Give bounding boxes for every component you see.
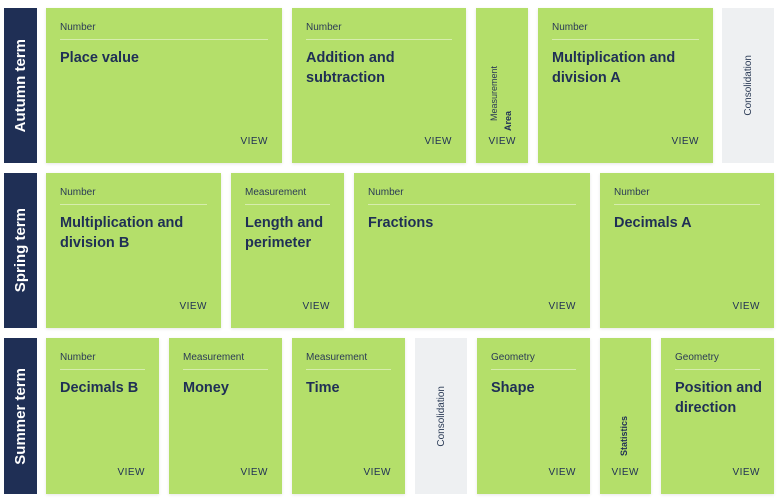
- block-category: Number: [60, 22, 268, 40]
- term-label-spring: Spring term: [4, 173, 37, 328]
- block-category: Measurement: [245, 187, 330, 205]
- block-card-statistics[interactable]: Statistics VIEW: [600, 338, 651, 494]
- block-category: Number: [614, 187, 760, 205]
- block-card-money[interactable]: Measurement Money VIEW: [169, 338, 282, 494]
- block-card-multiplication-division-b[interactable]: Number Multiplication and division B VIE…: [46, 173, 221, 328]
- block-title: Time: [306, 380, 340, 396]
- term-label-text: Autumn term: [12, 38, 29, 133]
- view-link[interactable]: VIEW: [488, 136, 516, 147]
- block-category: Geometry: [491, 352, 576, 370]
- block-category: Number: [306, 22, 452, 40]
- consolidation-block[interactable]: Consolidation: [415, 338, 467, 494]
- consolidation-label: Consolidation: [435, 385, 447, 447]
- view-link[interactable]: VIEW: [732, 301, 760, 312]
- block-title: Area: [503, 111, 513, 132]
- block-title: Decimals B: [60, 380, 139, 396]
- term-label-autumn: Autumn term: [4, 8, 37, 163]
- view-link[interactable]: VIEW: [671, 136, 699, 147]
- block-card-decimals-b[interactable]: Number Decimals B VIEW: [46, 338, 159, 494]
- consolidation-label: Consolidation: [742, 55, 754, 116]
- block-title: Fractions: [368, 215, 434, 231]
- view-link[interactable]: VIEW: [548, 467, 576, 478]
- term-label-summer: Summer term: [4, 338, 37, 494]
- block-category: Measurement: [306, 352, 391, 370]
- block-card-area[interactable]: Measurement Area VIEW: [476, 8, 528, 163]
- block-title: Decimals A: [614, 215, 692, 231]
- block-category: Measurement: [489, 66, 499, 122]
- term-label-text: Summer term: [12, 367, 29, 465]
- block-category: Measurement: [183, 352, 268, 370]
- block-title: Statistics: [619, 416, 629, 457]
- view-link[interactable]: VIEW: [548, 301, 576, 312]
- view-link[interactable]: VIEW: [363, 467, 391, 478]
- view-link[interactable]: VIEW: [240, 136, 268, 147]
- view-link[interactable]: VIEW: [117, 467, 145, 478]
- block-category: Number: [552, 22, 699, 40]
- view-link[interactable]: VIEW: [302, 301, 330, 312]
- block-category: Number: [60, 352, 145, 370]
- block-card-time[interactable]: Measurement Time VIEW: [292, 338, 405, 494]
- block-title: Money: [183, 380, 229, 396]
- block-card-decimals-a[interactable]: Number Decimals A VIEW: [600, 173, 774, 328]
- block-title: Multiplication and division B: [60, 215, 184, 251]
- view-link[interactable]: VIEW: [424, 136, 452, 147]
- consolidation-block[interactable]: Consolidation: [722, 8, 774, 163]
- block-card-length-perimeter[interactable]: Measurement Length and perimeter VIEW: [231, 173, 344, 328]
- block-title: Position and direction: [675, 380, 762, 416]
- block-title: Place value: [60, 50, 139, 66]
- term-label-text: Spring term: [12, 208, 29, 293]
- block-category: Number: [368, 187, 576, 205]
- block-card-addition-subtraction[interactable]: Number Addition and subtraction VIEW: [292, 8, 466, 163]
- block-card-place-value[interactable]: Number Place value VIEW: [46, 8, 282, 163]
- view-link[interactable]: VIEW: [179, 301, 207, 312]
- block-card-fractions[interactable]: Number Fractions VIEW: [354, 173, 590, 328]
- block-card-multiplication-division-a[interactable]: Number Multiplication and division A VIE…: [538, 8, 713, 163]
- view-link[interactable]: VIEW: [611, 467, 639, 478]
- block-title: Shape: [491, 380, 535, 396]
- block-category: Geometry: [675, 352, 760, 370]
- block-card-position-direction[interactable]: Geometry Position and direction VIEW: [661, 338, 774, 494]
- view-link[interactable]: VIEW: [732, 467, 760, 478]
- block-title: Multiplication and division A: [552, 50, 676, 86]
- view-link[interactable]: VIEW: [240, 467, 268, 478]
- block-card-shape[interactable]: Geometry Shape VIEW: [477, 338, 590, 494]
- block-title: Addition and subtraction: [306, 50, 395, 86]
- block-title: Length and perimeter: [245, 215, 324, 251]
- block-category: Number: [60, 187, 207, 205]
